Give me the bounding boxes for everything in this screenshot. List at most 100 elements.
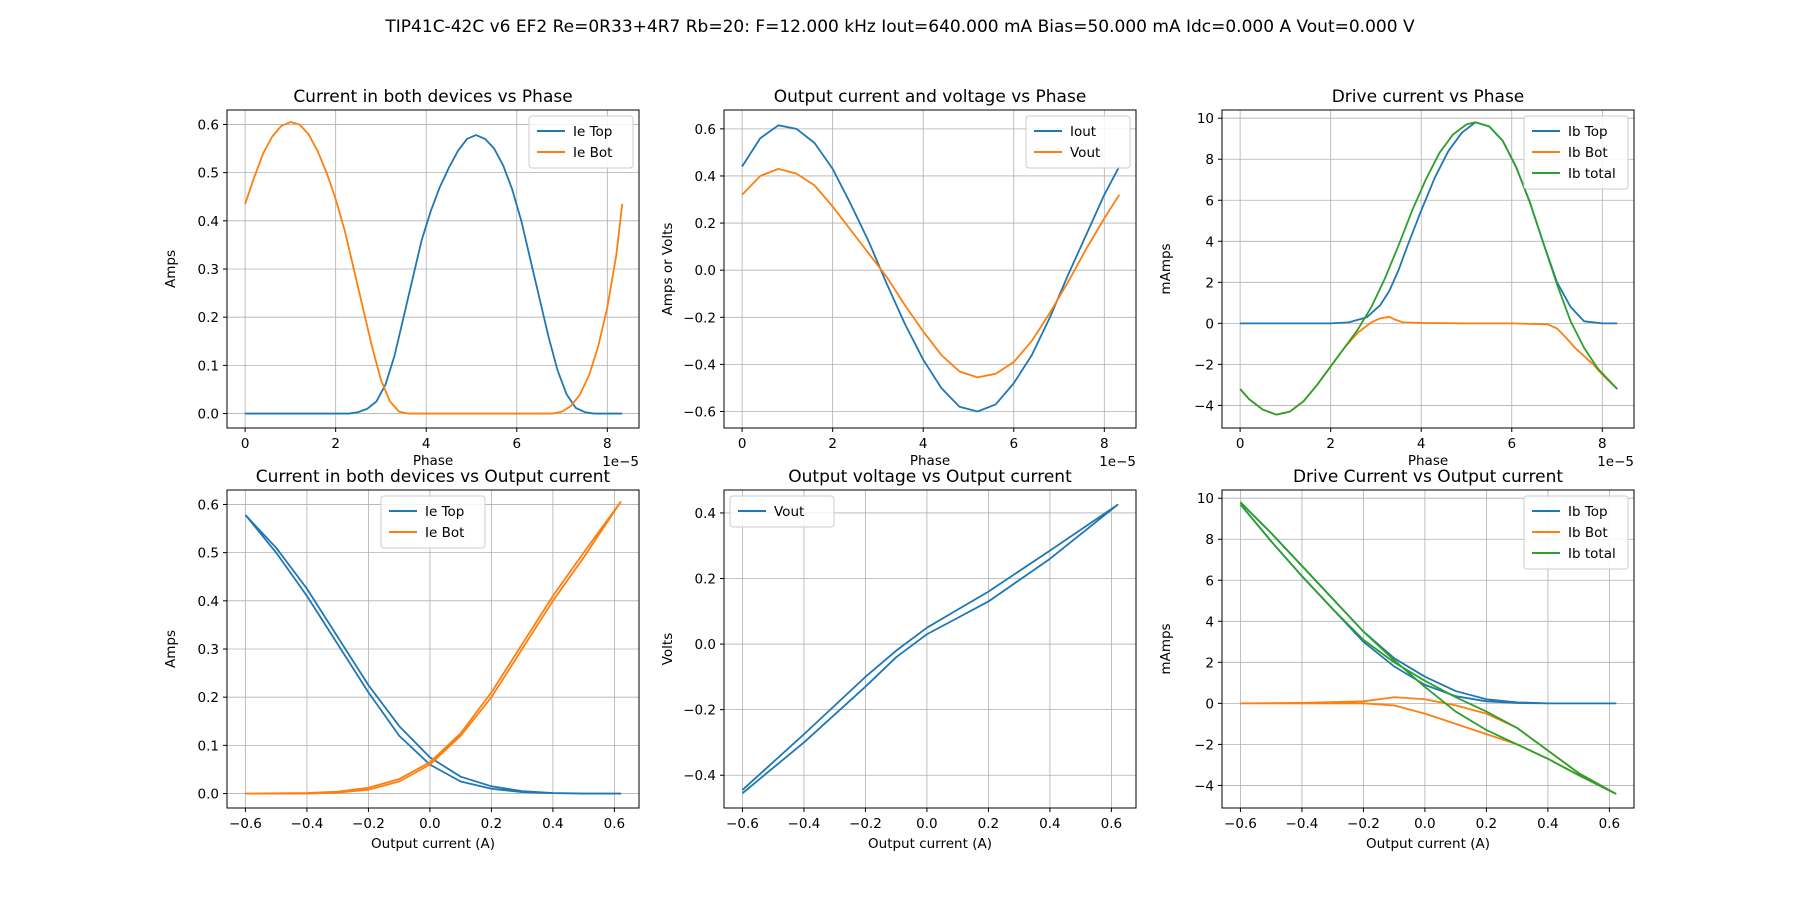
y-tick-label: 2	[1205, 275, 1214, 291]
legend-box	[1025, 115, 1131, 169]
y-tick-label: −2	[1194, 357, 1214, 373]
legend-box	[1523, 115, 1629, 190]
x-axis-label: Output current (A)	[868, 836, 992, 852]
y-tick-label: 0.4	[695, 169, 716, 185]
x-tick-label: 0.4	[542, 816, 563, 832]
y-axis-label: Amps	[163, 250, 179, 288]
x-tick-label: −0.6	[726, 816, 759, 832]
x-tick-label: −0.2	[352, 816, 385, 832]
x-tick-label: −0.6	[229, 816, 262, 832]
x-tick-label: 0.2	[1476, 816, 1497, 832]
legend: Vout	[729, 495, 835, 528]
x-tick-label: −0.2	[1347, 816, 1380, 832]
y-axis-label: mAmps	[1158, 243, 1174, 294]
series-line-ie-bot	[245, 501, 622, 795]
legend-label: Ie Bot	[573, 145, 612, 161]
y-tick-label: −0.2	[683, 310, 716, 326]
x-axis-label: Output current (A)	[1366, 836, 1490, 852]
x-tick-label: −0.4	[291, 816, 324, 832]
y-tick-label: 0	[1205, 316, 1214, 332]
plot-frame	[723, 489, 1137, 809]
x-axis-label: Phase	[910, 453, 950, 469]
y-tick-label: −0.4	[683, 357, 716, 373]
subplot-3: 0 2 4 6 8 −4 −2 0 2 4 6 8 10 1e−5 Drive current vs Pha…	[1158, 87, 1635, 470]
legend-label: Ib Top	[1568, 504, 1608, 520]
x-offset-label: 1e−5	[1099, 454, 1136, 470]
y-tick-label: 0.6	[198, 497, 219, 513]
y-tick-label: 0.5	[198, 546, 219, 562]
plot-frame	[723, 109, 1137, 429]
y-tick-label: 0.0	[198, 407, 219, 423]
x-tick-label: 0.4	[1039, 816, 1060, 832]
legend-label: Ib total	[1568, 546, 1616, 562]
plot-frame	[1221, 109, 1635, 429]
subplot-title: Current in both devices vs Phase	[293, 87, 572, 107]
legend-label: Vout	[774, 504, 804, 520]
subplot-title: Output current and voltage vs Phase	[774, 87, 1087, 107]
x-tick-label: 4	[1417, 436, 1426, 452]
y-tick-label: −2	[1194, 737, 1214, 753]
subplot-title: Drive current vs Phase	[1332, 87, 1525, 107]
y-tick-label: 0.4	[198, 214, 219, 230]
legend-label: Ib Top	[1568, 124, 1608, 140]
subplot-title: Current in both devices vs Output curren…	[256, 467, 611, 487]
x-tick-label: 0.6	[604, 816, 625, 832]
y-tick-label: −0.4	[683, 768, 716, 784]
subplot-2: 0 2 4 6 8 −0.6 −0.4 −0.2 0.0 0.2 0.4 0.6 1e−5 Output …	[660, 87, 1137, 470]
y-tick-label: 4	[1205, 234, 1214, 250]
y-tick-label: 10	[1197, 491, 1214, 507]
y-tick-label: 8	[1205, 532, 1214, 548]
subplot-grid: 0 2 4 6 8 0.0 0.1 0.2 0.3 0.4 0.5 0.6 1e−5 Current in…	[163, 87, 1635, 852]
x-tick-label: 0.0	[1414, 816, 1435, 832]
y-tick-label: 6	[1205, 573, 1214, 589]
x-tick-label: 0.2	[481, 816, 502, 832]
y-tick-label: 0.3	[198, 262, 219, 278]
y-tick-label: 0.3	[198, 642, 219, 658]
legend-label: Iout	[1070, 124, 1096, 140]
x-tick-label: −0.4	[1286, 816, 1319, 832]
x-tick-label: 2	[331, 436, 340, 452]
y-tick-label: 0.0	[695, 637, 716, 653]
y-tick-label: 0.4	[198, 594, 219, 610]
y-tick-label: 0.1	[198, 738, 219, 754]
x-offset-label: 1e−5	[1597, 454, 1634, 470]
subplot-title: Drive Current vs Output current	[1293, 467, 1563, 487]
x-tick-label: 0.6	[1599, 816, 1620, 832]
x-tick-label: 4	[422, 436, 431, 452]
figure-title: TIP41C-42C v6 EF2 Re=0R33+4R7 Rb=20: F=1…	[384, 17, 1415, 37]
legend-box	[380, 495, 486, 549]
subplot-4: −0.6 −0.4 −0.2 0.0 0.2 0.4 0.6 0.0 0.1 0.2 0.3 0.4 0…	[163, 467, 640, 852]
x-tick-label: 0.2	[978, 816, 999, 832]
x-tick-label: 6	[1507, 436, 1516, 452]
series-line-vout	[741, 503, 1119, 794]
legend: Ib Top Ib Bot Ib total	[1523, 115, 1629, 190]
legend-label: Ib Bot	[1568, 525, 1608, 541]
x-tick-label: 2	[1326, 436, 1335, 452]
x-tick-label: 0	[1236, 436, 1245, 452]
y-tick-label: 0.1	[198, 358, 219, 374]
y-tick-label: 0.6	[198, 117, 219, 133]
y-tick-label: 0.4	[695, 506, 716, 522]
y-axis-label: mAmps	[1158, 623, 1174, 674]
x-tick-label: 0.0	[916, 816, 937, 832]
x-tick-label: 8	[1598, 436, 1607, 452]
legend-box	[528, 115, 634, 169]
x-tick-label: 6	[1009, 436, 1018, 452]
subplot-title: Output voltage vs Output current	[788, 467, 1072, 487]
series-line-ie-bot	[244, 121, 624, 415]
y-tick-label: 6	[1205, 193, 1214, 209]
y-tick-label: 0.2	[695, 572, 716, 588]
x-tick-label: 0.6	[1101, 816, 1122, 832]
series-line-vout	[741, 167, 1121, 379]
y-tick-label: 10	[1197, 111, 1214, 127]
x-tick-label: 8	[1100, 436, 1109, 452]
x-tick-label: −0.2	[849, 816, 882, 832]
y-tick-label: −0.6	[683, 405, 716, 421]
y-tick-label: 0.2	[198, 310, 219, 326]
legend-box	[1523, 495, 1629, 570]
x-tick-label: 0.4	[1537, 816, 1558, 832]
x-tick-label: 2	[828, 436, 837, 452]
x-axis-label: Phase	[413, 453, 453, 469]
